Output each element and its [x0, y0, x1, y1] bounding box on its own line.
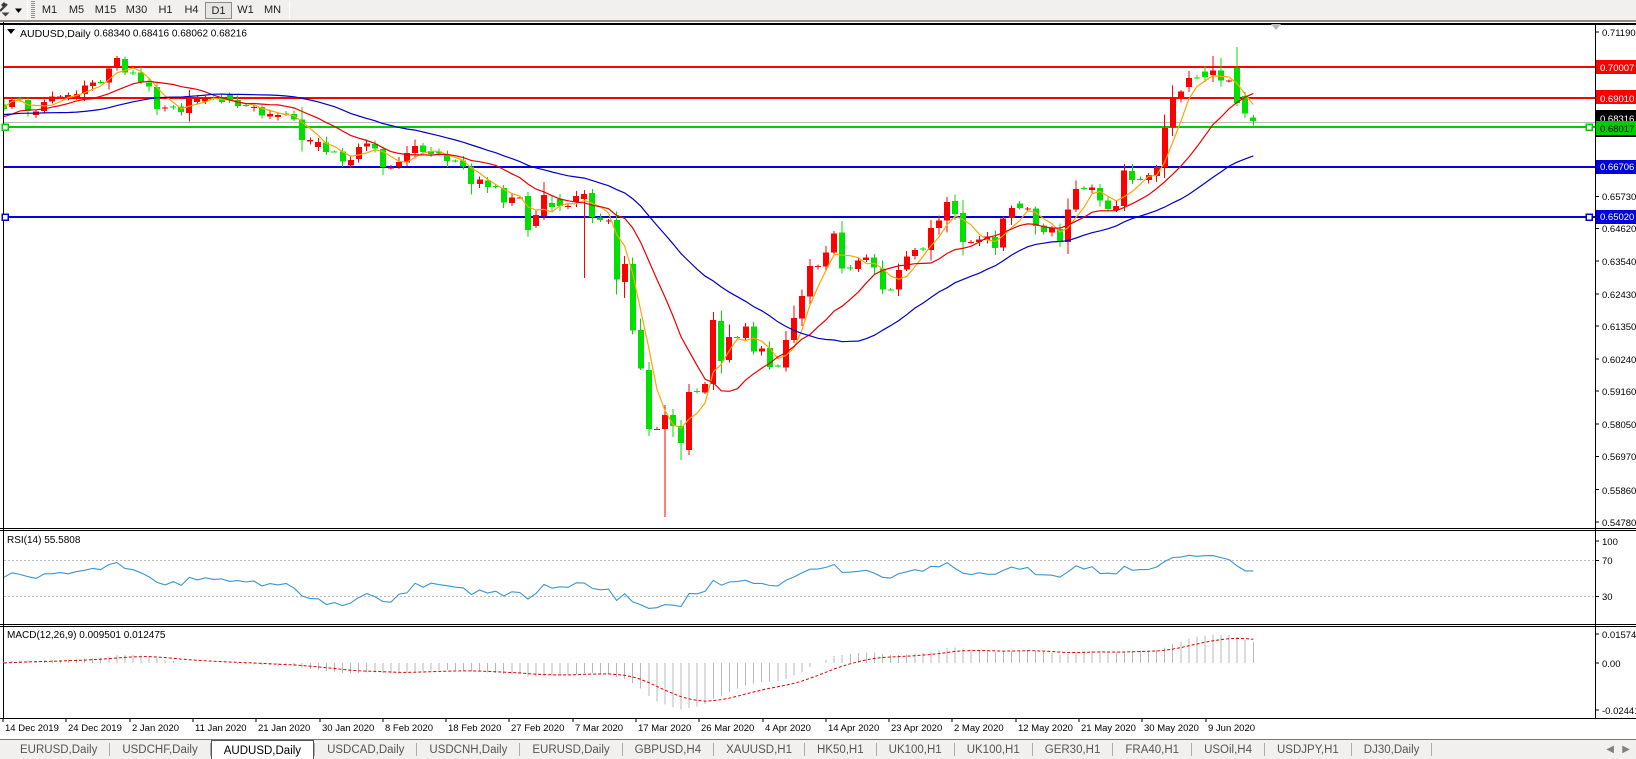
svg-text:0.64620: 0.64620	[1602, 224, 1636, 235]
svg-text:0.68316: 0.68316	[1600, 114, 1634, 125]
svg-text:2 May 2020: 2 May 2020	[954, 723, 1004, 734]
svg-text:0.58050: 0.58050	[1602, 420, 1636, 431]
svg-text:18 Feb 2020: 18 Feb 2020	[448, 723, 501, 734]
svg-text:0.62430: 0.62430	[1602, 290, 1636, 301]
svg-text:0.71190: 0.71190	[1602, 28, 1636, 39]
svg-text:8 Feb 2020: 8 Feb 2020	[385, 723, 433, 734]
svg-text:0.60240: 0.60240	[1602, 355, 1636, 366]
svg-text:AUDUSD,Daily: AUDUSD,Daily	[20, 28, 91, 40]
svg-text:100: 100	[1602, 537, 1618, 548]
svg-text:21 Jan 2020: 21 Jan 2020	[258, 723, 310, 734]
svg-text:0.70007: 0.70007	[1600, 63, 1634, 74]
svg-text:11 Jan 2020: 11 Jan 2020	[195, 723, 247, 734]
svg-text:14 Dec 2019: 14 Dec 2019	[5, 723, 59, 734]
svg-text:MACD(12,26,9) 0.009501 0.01247: MACD(12,26,9) 0.009501 0.012475	[7, 630, 166, 641]
svg-text:0.65020: 0.65020	[1600, 212, 1634, 223]
svg-text:0.59160: 0.59160	[1602, 387, 1636, 398]
svg-text:9 Jun 2020: 9 Jun 2020	[1208, 723, 1255, 734]
svg-text:0.63540: 0.63540	[1602, 257, 1636, 268]
svg-text:RSI(14) 55.5808: RSI(14) 55.5808	[7, 535, 81, 546]
svg-text:0.65730: 0.65730	[1602, 192, 1636, 203]
svg-text:0.54780: 0.54780	[1602, 518, 1636, 529]
svg-text:21 May 2020: 21 May 2020	[1081, 723, 1136, 734]
svg-text:30 May 2020: 30 May 2020	[1144, 723, 1199, 734]
svg-text:0.68017: 0.68017	[1600, 124, 1634, 135]
svg-text:30 Jan 2020: 30 Jan 2020	[322, 723, 374, 734]
svg-text:0.61350: 0.61350	[1602, 322, 1636, 333]
svg-text:4 Apr 2020: 4 Apr 2020	[765, 723, 811, 734]
svg-text:27 Feb 2020: 27 Feb 2020	[511, 723, 564, 734]
svg-text:30: 30	[1602, 592, 1613, 603]
svg-text:0.66706: 0.66706	[1600, 162, 1634, 173]
svg-text:0.55860: 0.55860	[1602, 486, 1636, 497]
svg-text:0.56970: 0.56970	[1602, 452, 1636, 463]
svg-text:2 Jan 2020: 2 Jan 2020	[132, 723, 179, 734]
svg-text:-0.02441: -0.02441	[1602, 706, 1636, 717]
svg-text:0.69010: 0.69010	[1600, 94, 1634, 105]
svg-text:24 Dec 2019: 24 Dec 2019	[68, 723, 122, 734]
svg-text:26 Mar 2020: 26 Mar 2020	[701, 723, 754, 734]
svg-text:17 Mar 2020: 17 Mar 2020	[638, 723, 691, 734]
svg-text:70: 70	[1602, 556, 1613, 567]
svg-text:12 May 2020: 12 May 2020	[1018, 723, 1073, 734]
svg-text:14 Apr 2020: 14 Apr 2020	[828, 723, 879, 734]
svg-text:0.015741: 0.015741	[1602, 630, 1636, 641]
svg-text:0.68340 0.68416 0.68062 0.6821: 0.68340 0.68416 0.68062 0.68216	[94, 29, 247, 40]
svg-text:7 Mar 2020: 7 Mar 2020	[575, 723, 623, 734]
svg-text:23 Apr 2020: 23 Apr 2020	[891, 723, 942, 734]
svg-text:0.00: 0.00	[1602, 659, 1621, 670]
